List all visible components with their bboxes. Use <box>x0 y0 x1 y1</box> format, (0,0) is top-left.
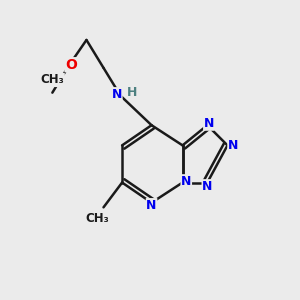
Text: N: N <box>181 175 191 188</box>
Text: N: N <box>146 199 157 212</box>
Text: CH₃: CH₃ <box>85 212 109 225</box>
Text: H: H <box>127 85 137 98</box>
Text: O: O <box>65 58 77 72</box>
Text: N: N <box>112 88 122 101</box>
Text: CH₃: CH₃ <box>40 74 64 86</box>
Text: N: N <box>202 180 212 193</box>
Text: N: N <box>204 117 214 130</box>
Text: N: N <box>228 139 238 152</box>
